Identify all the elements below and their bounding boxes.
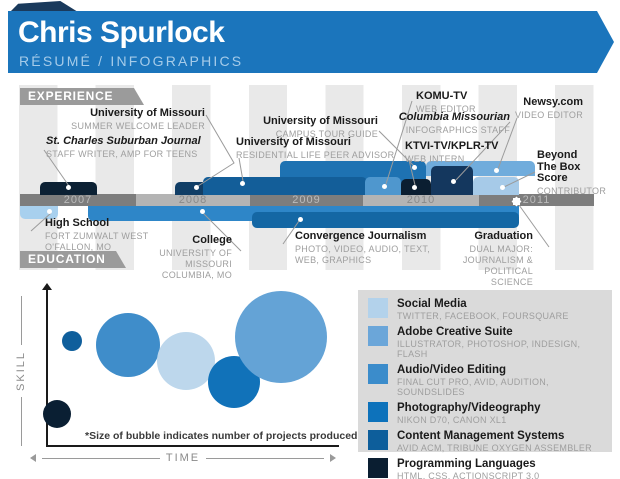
dot-newsy — [494, 168, 499, 173]
bubble-size-annotation: *Size of bubble indicates number of proj… — [85, 430, 358, 442]
year-segment-2010: 2010 — [363, 194, 479, 206]
time-axis-right-arrow-icon — [330, 454, 336, 462]
dot-ktvi — [412, 185, 417, 190]
dot-college — [200, 209, 205, 214]
year-segment-2009: 2009 — [250, 194, 363, 206]
corner-ribbon-decoration — [10, 1, 78, 12]
skills-legend: Social Media TWITTER, FACEBOOK, FOURSQUA… — [358, 290, 612, 479]
legend-item-programming: Programming Languages HTML, CSS, ACTIONS… — [368, 458, 612, 479]
header-banner: Chris Spurlock RÉSUMÉ / INFOGRAPHICS — [8, 11, 614, 73]
callout-campus-tour: University of Missouri CAMPUS TOUR GUIDE — [263, 115, 378, 139]
skill-axis-arrow-icon — [42, 283, 52, 290]
time-axis-left-arrow-icon — [30, 454, 36, 462]
experience-section-label: EXPERIENCE — [20, 88, 144, 105]
education-section-label: EDUCATION — [20, 251, 126, 268]
time-axis-line — [46, 445, 339, 447]
callout-residential-life: University of Missouri RESIDENTIAL LIFE … — [236, 136, 395, 160]
callout-newsy: Newsy.com VIDEO EDITOR — [515, 96, 583, 120]
callout-st-charles: St. Charles Suburban Journal STAFF WRITE… — [46, 135, 201, 159]
legend-swatch — [368, 298, 388, 318]
graduation-star-icon — [510, 195, 524, 209]
time-axis-label: TIME — [30, 452, 336, 464]
legend-swatch — [368, 458, 388, 479]
legend-swatch — [368, 326, 388, 347]
callout-convergence: Convergence Journalism PHOTO, VIDEO, AUD… — [295, 230, 430, 265]
page-title: Chris Spurlock — [18, 16, 225, 49]
bubble-adobe-creative-suite — [235, 291, 327, 383]
legend-item-cms: Content Management Systems AVID ACM, TRI… — [368, 430, 612, 453]
bubble-social-media — [157, 332, 215, 390]
year-segment-2007: 2007 — [20, 194, 136, 206]
callout-summer-welcome: University of Missouri SUMMER WELCOME LE… — [71, 107, 205, 131]
callout-high-school: High School FORT ZUMWALT WEST O'FALLON, … — [45, 217, 149, 252]
legend-item-social-media: Social Media TWITTER, FACEBOOK, FOURSQUA… — [368, 298, 612, 321]
dot-komu-tv — [382, 184, 387, 189]
bubble-audio-video-editing — [96, 313, 160, 377]
skill-axis-line — [46, 289, 48, 447]
bubble-programming-languages — [43, 400, 71, 428]
callout-college: College UNIVERSITY OF MISSOURI COLUMBIA,… — [159, 234, 232, 281]
skill-axis-label: SKILL — [14, 296, 28, 446]
bar-beyond-the-box-score — [473, 177, 519, 195]
year-segment-2008: 2008 — [136, 194, 250, 206]
legend-swatch — [368, 430, 388, 451]
callout-komu-tv: KOMU-TV WEB EDITOR — [416, 90, 476, 114]
callout-graduation: Graduation DUAL MAJOR: JOURNALISM & POLI… — [462, 230, 533, 288]
year-segment-2011: 2011 — [479, 194, 594, 206]
dot-beyond-box-score — [500, 185, 505, 190]
legend-swatch — [368, 402, 388, 423]
page-subtitle: RÉSUMÉ / INFOGRAPHICS — [19, 53, 244, 69]
bar-convergence-journalism — [252, 212, 519, 228]
legend-item-photography: Photography/Videography NIKON D70, CANON… — [368, 402, 612, 425]
legend-item-adobe: Adobe Creative Suite ILLUSTRATOR, PHOTOS… — [368, 326, 612, 359]
dot-st-charles — [66, 185, 71, 190]
legend-swatch — [368, 364, 388, 385]
bar-residential-life — [203, 177, 367, 195]
callout-beyond-box-score: Beyond The Box Score CONTRIBUTOR — [537, 149, 607, 196]
dot-campus-tour — [412, 165, 417, 170]
dot-convergence — [298, 217, 303, 222]
bubble-content-management — [62, 331, 82, 351]
dot-high-school — [47, 209, 52, 214]
callout-columbia-missourian: Columbia Missourian INFOGRAPHICS STAFF — [398, 111, 510, 135]
dot-summer-welcome — [194, 185, 199, 190]
dot-columbia-missourian — [451, 179, 456, 184]
timeline-year-bar: 2007 2008 2009 2010 2011 — [20, 194, 594, 206]
dot-residential-life — [240, 181, 245, 186]
callout-ktvi: KTVI-TV/KPLR-TV WEB INTERN — [405, 140, 499, 164]
legend-item-audio-video: Audio/Video Editing FINAL CUT PRO, AVID,… — [368, 364, 612, 397]
